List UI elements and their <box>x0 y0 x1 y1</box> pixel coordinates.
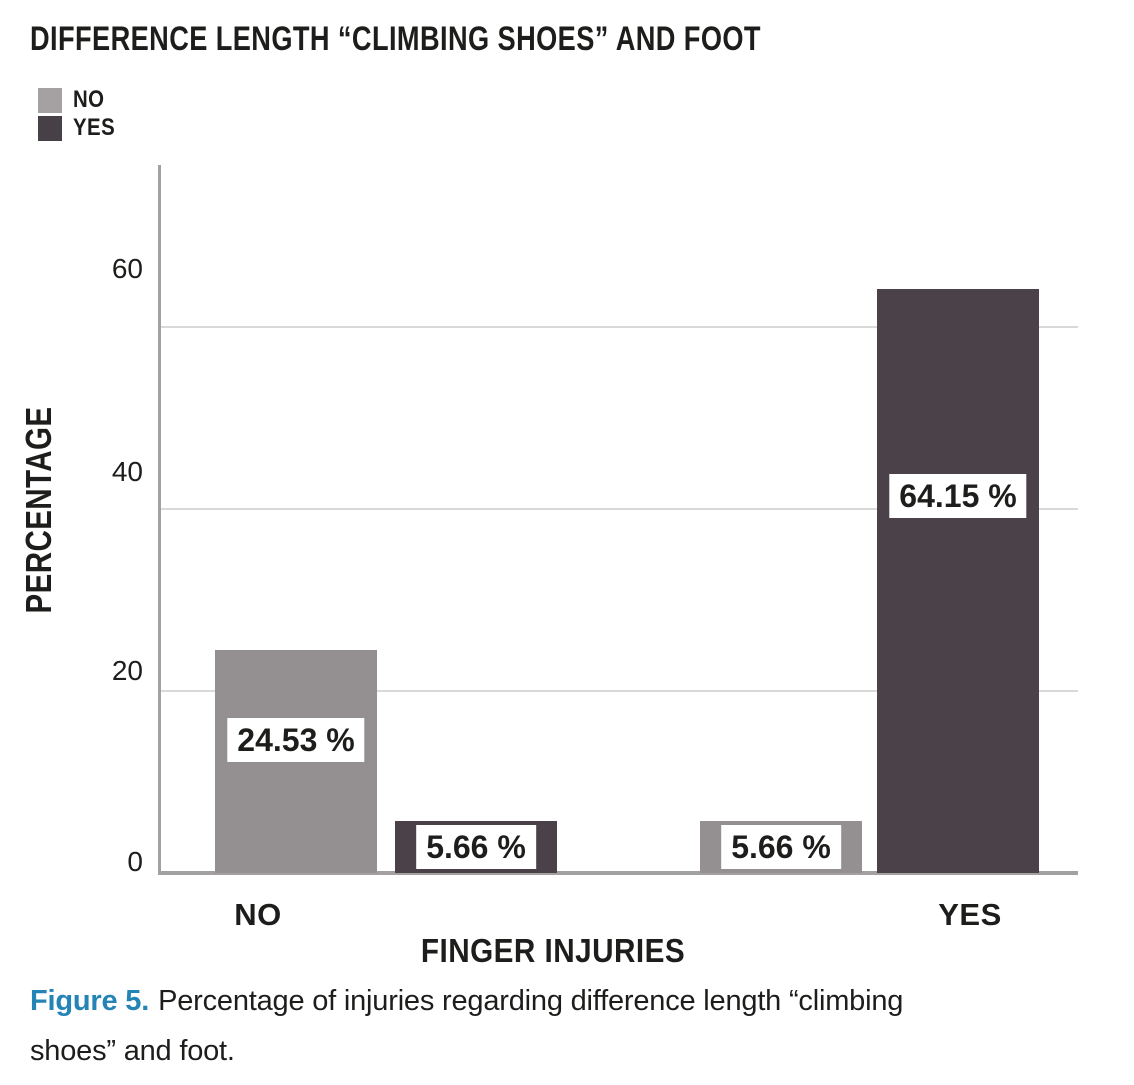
y-tick-label-60: 60 <box>111 253 143 284</box>
category-label-no: NO <box>234 897 282 932</box>
gridline-60 <box>160 326 1078 328</box>
gridline-20 <box>160 690 1078 692</box>
figure-caption-label: Figure 5. <box>30 985 150 1017</box>
y-tick-label-0: 0 <box>127 846 143 877</box>
legend-label-no: NO <box>73 86 105 113</box>
legend-item-yes: YES <box>38 114 123 142</box>
legend-label-yes: YES <box>73 114 116 141</box>
x-axis-line <box>158 871 1078 875</box>
figure-caption-text-line1: Percentage of injuries regarding differe… <box>158 985 904 1017</box>
bar-value-label-yes-no: 5.66 % <box>721 824 841 869</box>
category-label-yes: YES <box>938 897 1002 932</box>
bar-value-label-yes-yes: 64.15 % <box>889 474 1027 519</box>
figure-caption: Figure 5. Percentage of injuries regardin… <box>30 976 1120 1076</box>
y-tick-label-20: 20 <box>111 655 143 686</box>
legend: NO YES <box>38 86 123 142</box>
figure-caption-text-line2: shoes” and foot. <box>30 1035 235 1067</box>
legend-swatch-no <box>38 87 62 113</box>
chart-title: DIFFERENCE LENGTH “CLIMBING SHOES” AND F… <box>30 20 761 58</box>
legend-swatch-yes <box>38 115 62 141</box>
bar-yes-yes <box>877 289 1039 873</box>
gridline-40 <box>160 508 1078 510</box>
bar-value-label-no-yes: 5.66 % <box>416 824 536 869</box>
y-axis-title: PERCENTAGE <box>18 406 59 614</box>
bar-value-label-no-no: 24.53 % <box>227 718 365 763</box>
legend-item-no: NO <box>38 86 123 114</box>
y-axis-line <box>158 165 161 873</box>
y-tick-label-40: 40 <box>111 456 143 487</box>
x-axis-title: FINGER INJURIES <box>420 932 686 969</box>
